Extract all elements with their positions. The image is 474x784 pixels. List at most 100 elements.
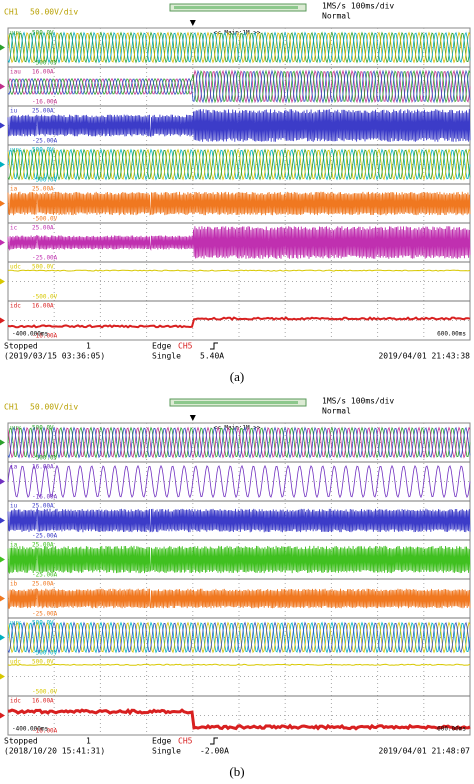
trace-label: uuv xyxy=(10,147,21,154)
ground-marker xyxy=(0,83,5,90)
edge-icon xyxy=(210,342,218,350)
ground-marker xyxy=(0,44,5,51)
waveform xyxy=(7,31,471,64)
trace-bottom-scale: -500.0V xyxy=(32,689,58,696)
zoom-label: << Main:1M >> xyxy=(214,425,261,432)
channel-scale: 50.00V/div xyxy=(30,403,78,412)
ground-marker xyxy=(0,712,5,719)
x-start: -400.000ms xyxy=(12,331,49,338)
trace xyxy=(7,148,471,181)
waveform xyxy=(7,69,471,104)
waveform xyxy=(7,316,471,329)
trace xyxy=(7,707,471,731)
waveform xyxy=(7,69,471,104)
waveform xyxy=(7,707,471,731)
trace xyxy=(7,316,471,329)
waveform xyxy=(7,148,471,181)
caption: (a) xyxy=(230,369,244,384)
trace-top-scale: 500.0V xyxy=(32,620,54,627)
status: Stopped xyxy=(4,737,38,746)
trace-top-scale: 25.00A xyxy=(32,581,54,588)
trigger-type: Edge xyxy=(152,737,171,746)
trace-bottom-scale: -16.00A xyxy=(32,99,58,106)
waveform xyxy=(7,426,471,459)
trace-bottom-scale: -500.0V xyxy=(32,294,58,301)
trace-top-scale: 16.00A xyxy=(32,303,54,310)
channel-scale: 50.00V/div xyxy=(30,8,78,17)
sample-rate: 1MS/s 100ms/div xyxy=(322,397,394,406)
trace-top-scale: 16.00A xyxy=(32,69,54,76)
trace-top-scale: 25.00A xyxy=(32,108,54,115)
sample-rate: 1MS/s 100ms/div xyxy=(322,2,394,11)
trigger-type: Edge xyxy=(152,342,171,351)
trigger-marker xyxy=(189,20,196,26)
waveform xyxy=(7,621,471,654)
trigger-source: CH5 xyxy=(178,342,193,351)
ground-marker xyxy=(0,239,5,246)
trace-label: idc xyxy=(10,698,21,705)
x-start: -400.000ms xyxy=(12,726,49,733)
start-time: (2018/10/20 15:41:31) xyxy=(4,747,105,756)
ground-marker xyxy=(0,673,5,680)
ground-marker xyxy=(0,161,5,168)
trigger-mode: Single xyxy=(152,352,181,361)
trace-label: uuv xyxy=(10,425,21,432)
trigger-mode: Single xyxy=(152,747,181,756)
acq-mode: Normal xyxy=(322,12,351,21)
trace-bottom-scale: -500.0V xyxy=(32,177,58,184)
waveform xyxy=(7,426,471,459)
waveform xyxy=(7,109,471,142)
trace-bottom-scale: -500.0V xyxy=(32,216,58,223)
waveform xyxy=(7,148,471,181)
trace-top-scale: 500.0V xyxy=(32,147,54,154)
start-time: (2019/03/15 03:36:05) xyxy=(4,352,105,361)
channel: CH1 xyxy=(4,403,19,412)
trace-label: iu xyxy=(10,503,18,510)
trace xyxy=(7,464,471,499)
trace-label: ia xyxy=(10,542,18,549)
ground-marker xyxy=(0,478,5,485)
trace-top-scale: 25.00A xyxy=(32,225,54,232)
waveform xyxy=(7,588,471,609)
trace-bottom-scale: -500.0V xyxy=(32,650,58,657)
trace-bottom-scale: -25.00A xyxy=(32,255,58,262)
acq-count: 1 xyxy=(86,342,91,351)
trace xyxy=(7,663,471,666)
trace-bottom-scale: -25.00A xyxy=(32,138,58,145)
trace-bottom-scale: -25.00A xyxy=(32,611,58,618)
trace-label: uuv xyxy=(10,620,21,627)
x-end: 600.00ms xyxy=(437,331,466,338)
ground-marker xyxy=(0,122,5,129)
timebase-window xyxy=(174,401,298,404)
trace-bottom-scale: -500.0V xyxy=(32,60,58,67)
trace xyxy=(7,426,471,459)
ground-marker xyxy=(0,439,5,446)
trace-label: udc xyxy=(10,264,21,271)
trace xyxy=(7,191,471,216)
waveform xyxy=(7,426,471,459)
trace-label: ia xyxy=(10,186,18,193)
trace xyxy=(7,621,471,654)
trace xyxy=(7,226,471,259)
trace-label: uuv xyxy=(10,30,21,37)
trace-top-scale: 500.0V xyxy=(32,30,54,37)
end-time: 2019/04/01 21:43:38 xyxy=(378,352,470,361)
trace-bottom-scale: -16.00A xyxy=(32,333,58,340)
trace xyxy=(7,269,471,272)
trace-top-scale: 500.0V xyxy=(32,264,54,271)
trigger-marker xyxy=(189,415,196,421)
trigger-source: CH5 xyxy=(178,737,193,746)
trace-top-scale: 16.00A xyxy=(32,464,54,471)
trace-top-scale: 500.0V xyxy=(32,425,54,432)
status: Stopped xyxy=(4,342,38,351)
waveform xyxy=(7,464,471,499)
ground-marker xyxy=(0,278,5,285)
trace-label: iau xyxy=(10,69,21,76)
waveform xyxy=(7,148,471,181)
waveform xyxy=(7,191,471,216)
trace-label: udc xyxy=(10,659,21,666)
waveform xyxy=(7,31,471,64)
acq-count: 1 xyxy=(86,737,91,746)
acq-mode: Normal xyxy=(322,407,351,416)
trace-top-scale: 25.00A xyxy=(32,186,54,193)
